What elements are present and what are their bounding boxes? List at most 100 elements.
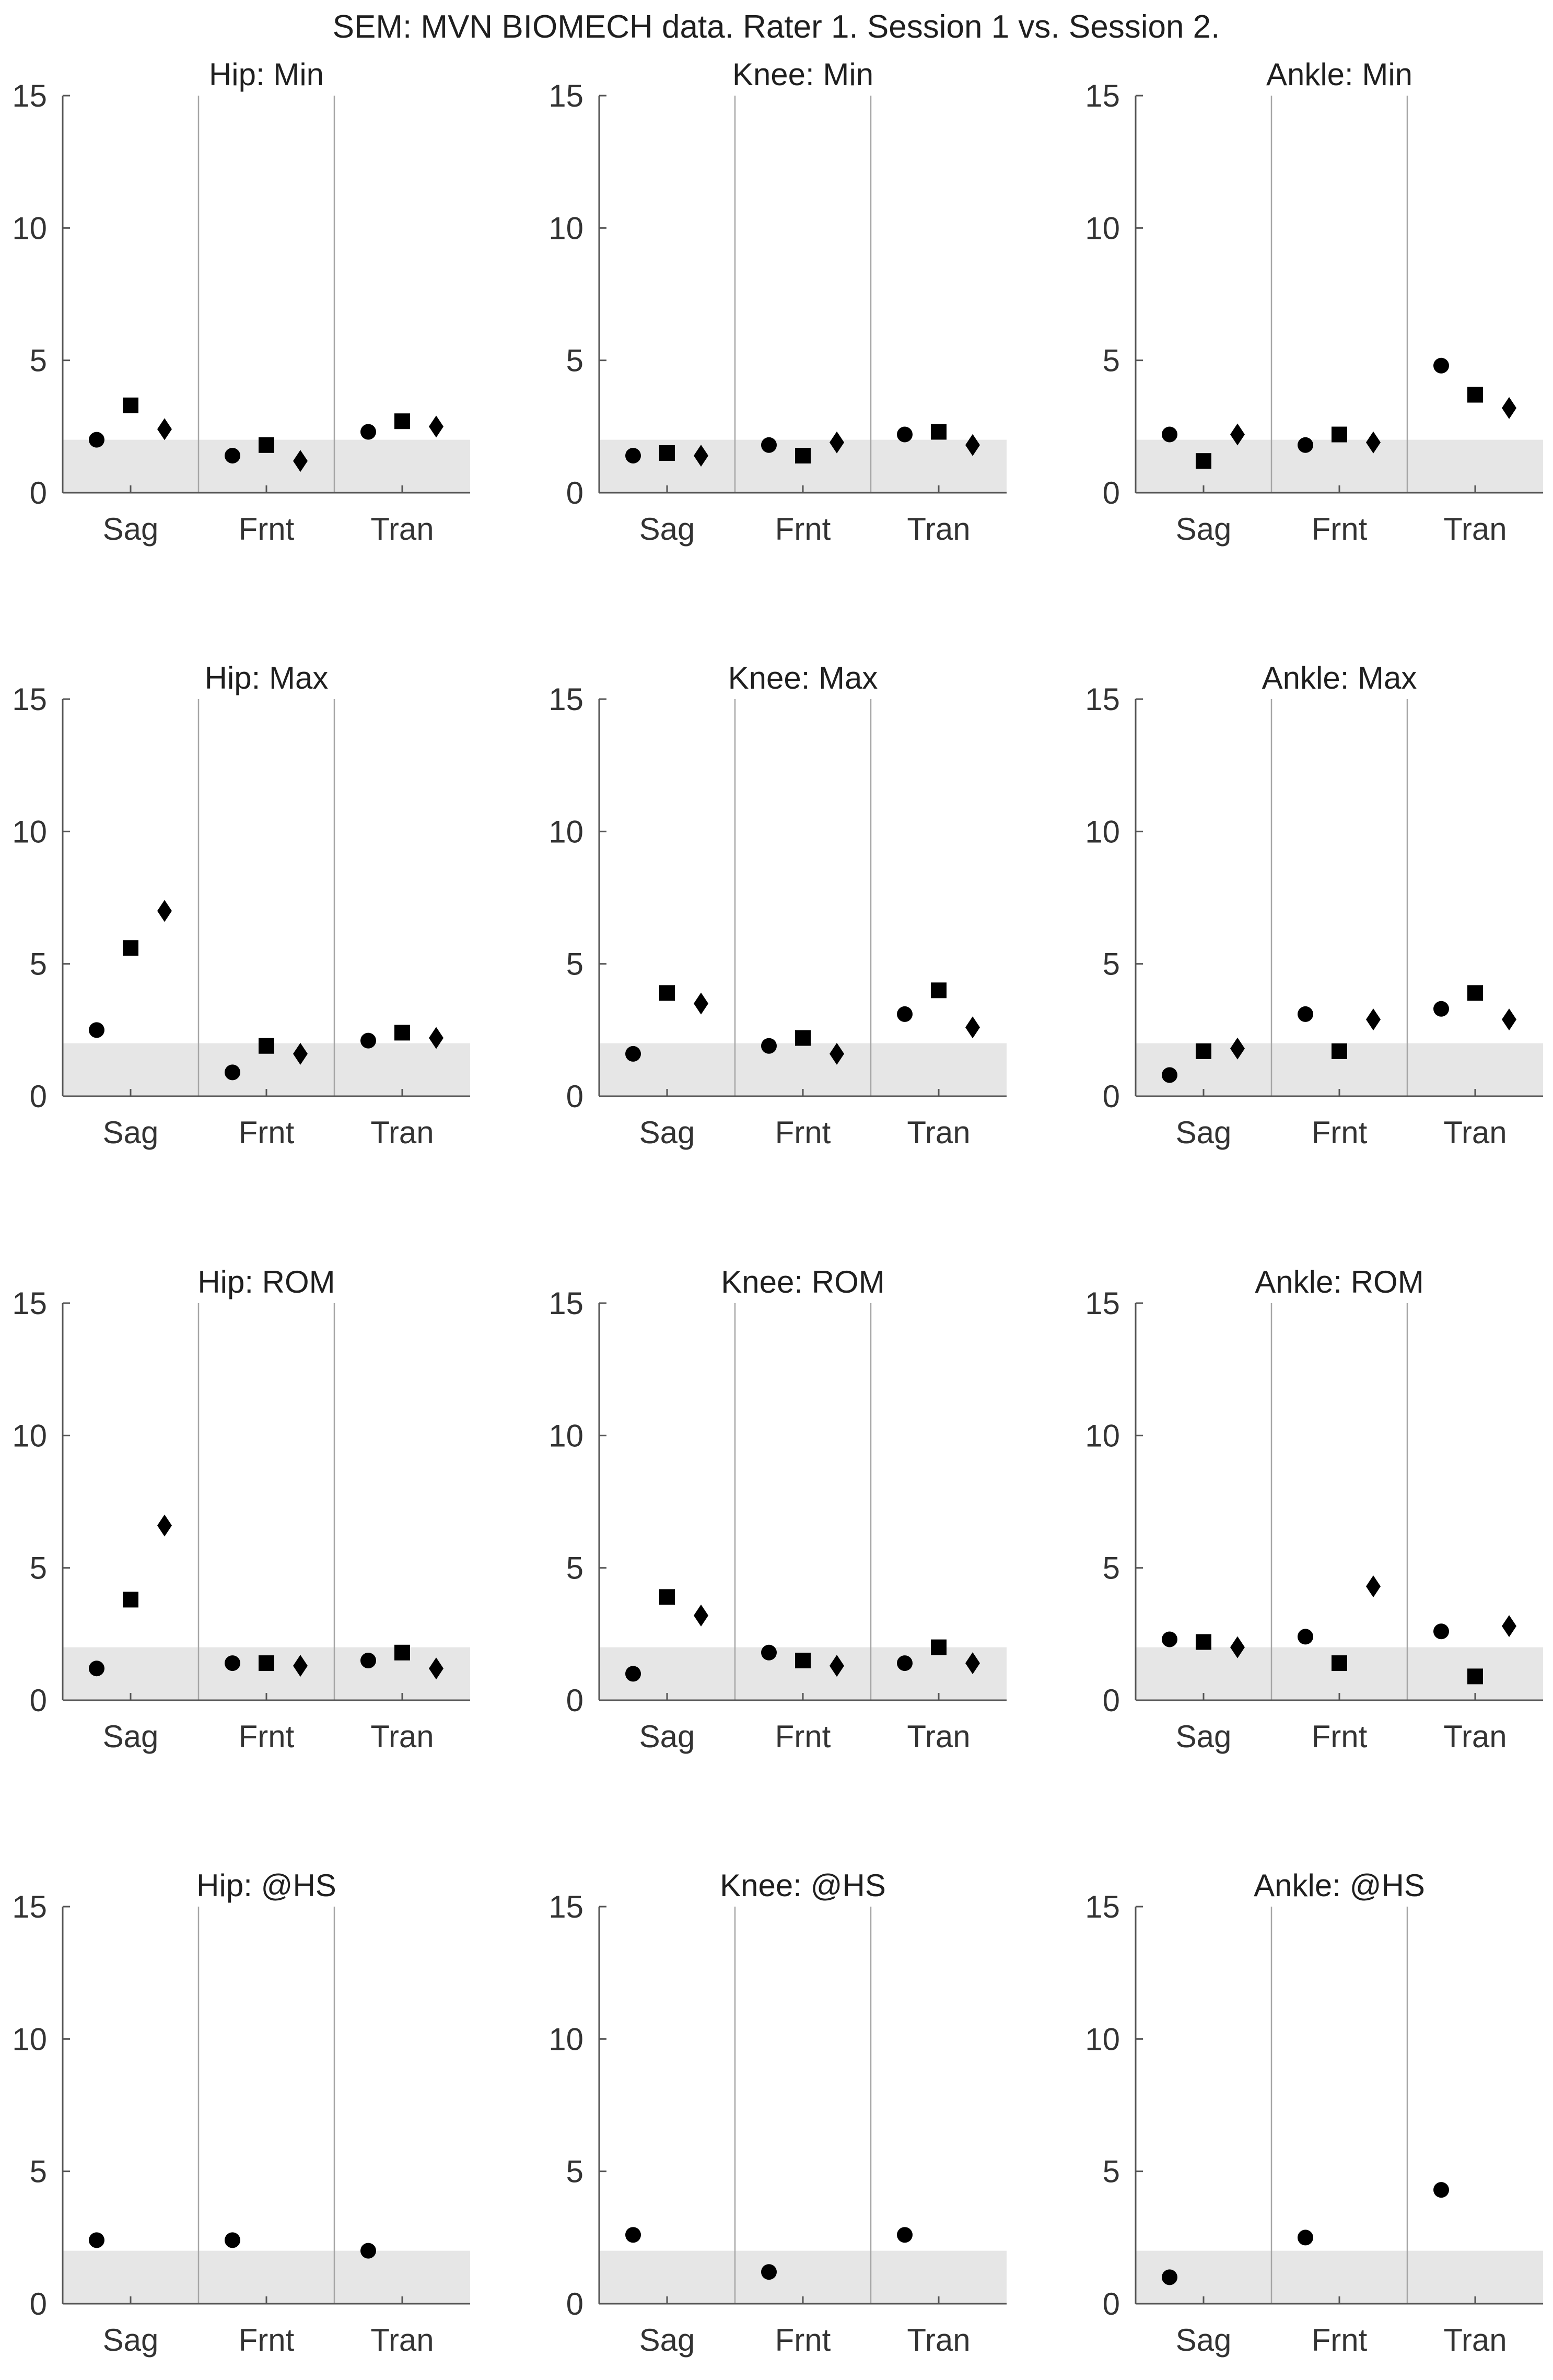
data-point-circle — [625, 448, 641, 464]
y-tick-label: 0 — [1103, 2286, 1120, 2321]
y-tick-label: 0 — [566, 475, 583, 510]
data-point-diamond — [429, 1027, 443, 1049]
panel-knee-rom: 0 5 10 15 Sag Frnt Tran Knee: ROM — [548, 1264, 1007, 1754]
x-tick-label-frnt: Frnt — [775, 512, 831, 547]
y-tick-label: 10 — [12, 814, 47, 849]
y-tick-label: 5 — [1103, 1551, 1120, 1586]
panel-title: Knee: ROM — [721, 1264, 884, 1299]
y-tick-label: 15 — [548, 1286, 583, 1321]
data-point-circle — [1298, 1006, 1313, 1022]
x-tick-label-frnt: Frnt — [1312, 1719, 1368, 1754]
y-tick-label: 5 — [566, 343, 583, 378]
data-point-square — [123, 1592, 138, 1608]
y-tick-label: 5 — [1103, 947, 1120, 982]
x-tick-label-tran: Tran — [907, 512, 970, 547]
data-point-circle — [1162, 1631, 1177, 1647]
data-point-circle — [225, 1064, 240, 1081]
x-tick-label-sag: Sag — [103, 512, 159, 547]
x-tick-label-frnt: Frnt — [239, 512, 295, 547]
panel-title: Knee: @HS — [720, 1868, 886, 1903]
y-tick-label: 15 — [12, 682, 47, 717]
y-tick-label: 15 — [1085, 78, 1120, 113]
x-tick-label-frnt: Frnt — [775, 2323, 831, 2358]
x-tick-label-tran: Tran — [907, 1719, 970, 1754]
data-point-circle — [89, 1661, 104, 1677]
y-tick-label: 5 — [566, 2154, 583, 2189]
x-tick-label-sag: Sag — [1176, 1719, 1232, 1754]
y-tick-label: 15 — [1085, 1889, 1120, 1924]
data-point-square — [795, 448, 811, 464]
y-tick-label: 15 — [12, 1889, 47, 1924]
data-point-square — [659, 985, 675, 1001]
x-tick-label-frnt: Frnt — [239, 1115, 295, 1150]
data-point-square — [795, 1030, 811, 1046]
data-point-square — [123, 397, 138, 413]
data-point-diamond — [1502, 1615, 1516, 1638]
y-tick-label: 5 — [566, 947, 583, 982]
x-tick-label-tran: Tran — [370, 2323, 434, 2358]
data-point-circle — [89, 432, 104, 448]
x-tick-label-sag: Sag — [639, 2323, 695, 2358]
panel-knee-hs: 0 5 10 15 Sag Frnt Tran Knee: @HS — [548, 1868, 1007, 2358]
y-tick-label: 0 — [30, 475, 47, 510]
data-point-circle — [225, 1655, 240, 1671]
panel-hip-hs: 0 5 10 15 Sag Frnt Tran Hip: @HS — [12, 1868, 470, 2358]
x-tick-label-frnt: Frnt — [239, 1719, 295, 1754]
y-tick-label: 0 — [566, 2286, 583, 2321]
y-tick-label: 0 — [1103, 1683, 1120, 1718]
y-tick-label: 10 — [12, 211, 47, 246]
data-point-circle — [360, 2243, 376, 2259]
x-tick-label-tran: Tran — [370, 1719, 434, 1754]
data-point-circle — [1298, 2230, 1313, 2246]
x-tick-label-sag: Sag — [1176, 512, 1232, 547]
panels-grid: 0 5 10 15 Sag Frnt Tran Hip: Min 0 5 10 15 Sag Frnt Tr… — [12, 57, 1543, 2358]
data-point-circle — [1433, 2182, 1449, 2198]
y-tick-label: 10 — [1085, 1418, 1120, 1453]
y-tick-label: 15 — [12, 78, 47, 113]
y-tick-label: 0 — [566, 1079, 583, 1114]
data-point-diamond — [429, 1657, 443, 1680]
y-tick-label: 15 — [1085, 1286, 1120, 1321]
x-tick-label-frnt: Frnt — [1312, 512, 1368, 547]
x-tick-label-frnt: Frnt — [1312, 1115, 1368, 1150]
x-tick-label-tran: Tran — [1443, 1719, 1507, 1754]
panel-hip-max: 0 5 10 15 Sag Frnt Tran Hip: Max — [12, 660, 470, 1150]
data-point-square — [659, 445, 675, 461]
data-point-circle — [761, 1038, 777, 1054]
x-tick-label-sag: Sag — [639, 1719, 695, 1754]
y-tick-label: 15 — [548, 1889, 583, 1924]
data-point-circle — [625, 1666, 641, 1682]
y-tick-label: 5 — [30, 1551, 47, 1586]
x-tick-label-sag: Sag — [103, 1115, 159, 1150]
x-tick-label-tran: Tran — [370, 512, 434, 547]
data-point-circle — [1433, 357, 1449, 374]
panel-ankle-hs: 0 5 10 15 Sag Frnt Tran Ankle: @HS — [1085, 1868, 1543, 2358]
data-point-circle — [897, 1006, 913, 1022]
panel-title: Ankle: Max — [1262, 660, 1417, 695]
data-point-diamond — [830, 1042, 844, 1065]
reference-band — [63, 2250, 470, 2304]
data-point-circle — [761, 437, 777, 453]
data-point-circle — [89, 1022, 104, 1038]
data-point-circle — [1298, 1629, 1313, 1645]
data-point-diamond — [293, 1042, 308, 1065]
data-point-circle — [1162, 426, 1177, 443]
x-tick-label-frnt: Frnt — [775, 1115, 831, 1150]
x-tick-label-tran: Tran — [907, 1115, 970, 1150]
reference-band — [599, 1043, 1007, 1096]
data-point-square — [1196, 1634, 1211, 1650]
x-tick-label-sag: Sag — [103, 2323, 159, 2358]
data-point-circle — [625, 2227, 641, 2243]
x-tick-label-sag: Sag — [1176, 2323, 1232, 2358]
x-tick-label-frnt: Frnt — [775, 1719, 831, 1754]
data-point-square — [659, 1589, 675, 1605]
panel-ankle-max: 0 5 10 15 Sag Frnt Tran Ankle: Max — [1085, 660, 1543, 1150]
data-point-square — [931, 424, 947, 440]
data-point-circle — [225, 2232, 240, 2248]
data-point-diamond — [1502, 1008, 1516, 1031]
data-point-diamond — [293, 450, 308, 472]
data-point-diamond — [429, 415, 443, 438]
y-tick-label: 5 — [1103, 2154, 1120, 2189]
x-tick-label-frnt: Frnt — [239, 2323, 295, 2358]
